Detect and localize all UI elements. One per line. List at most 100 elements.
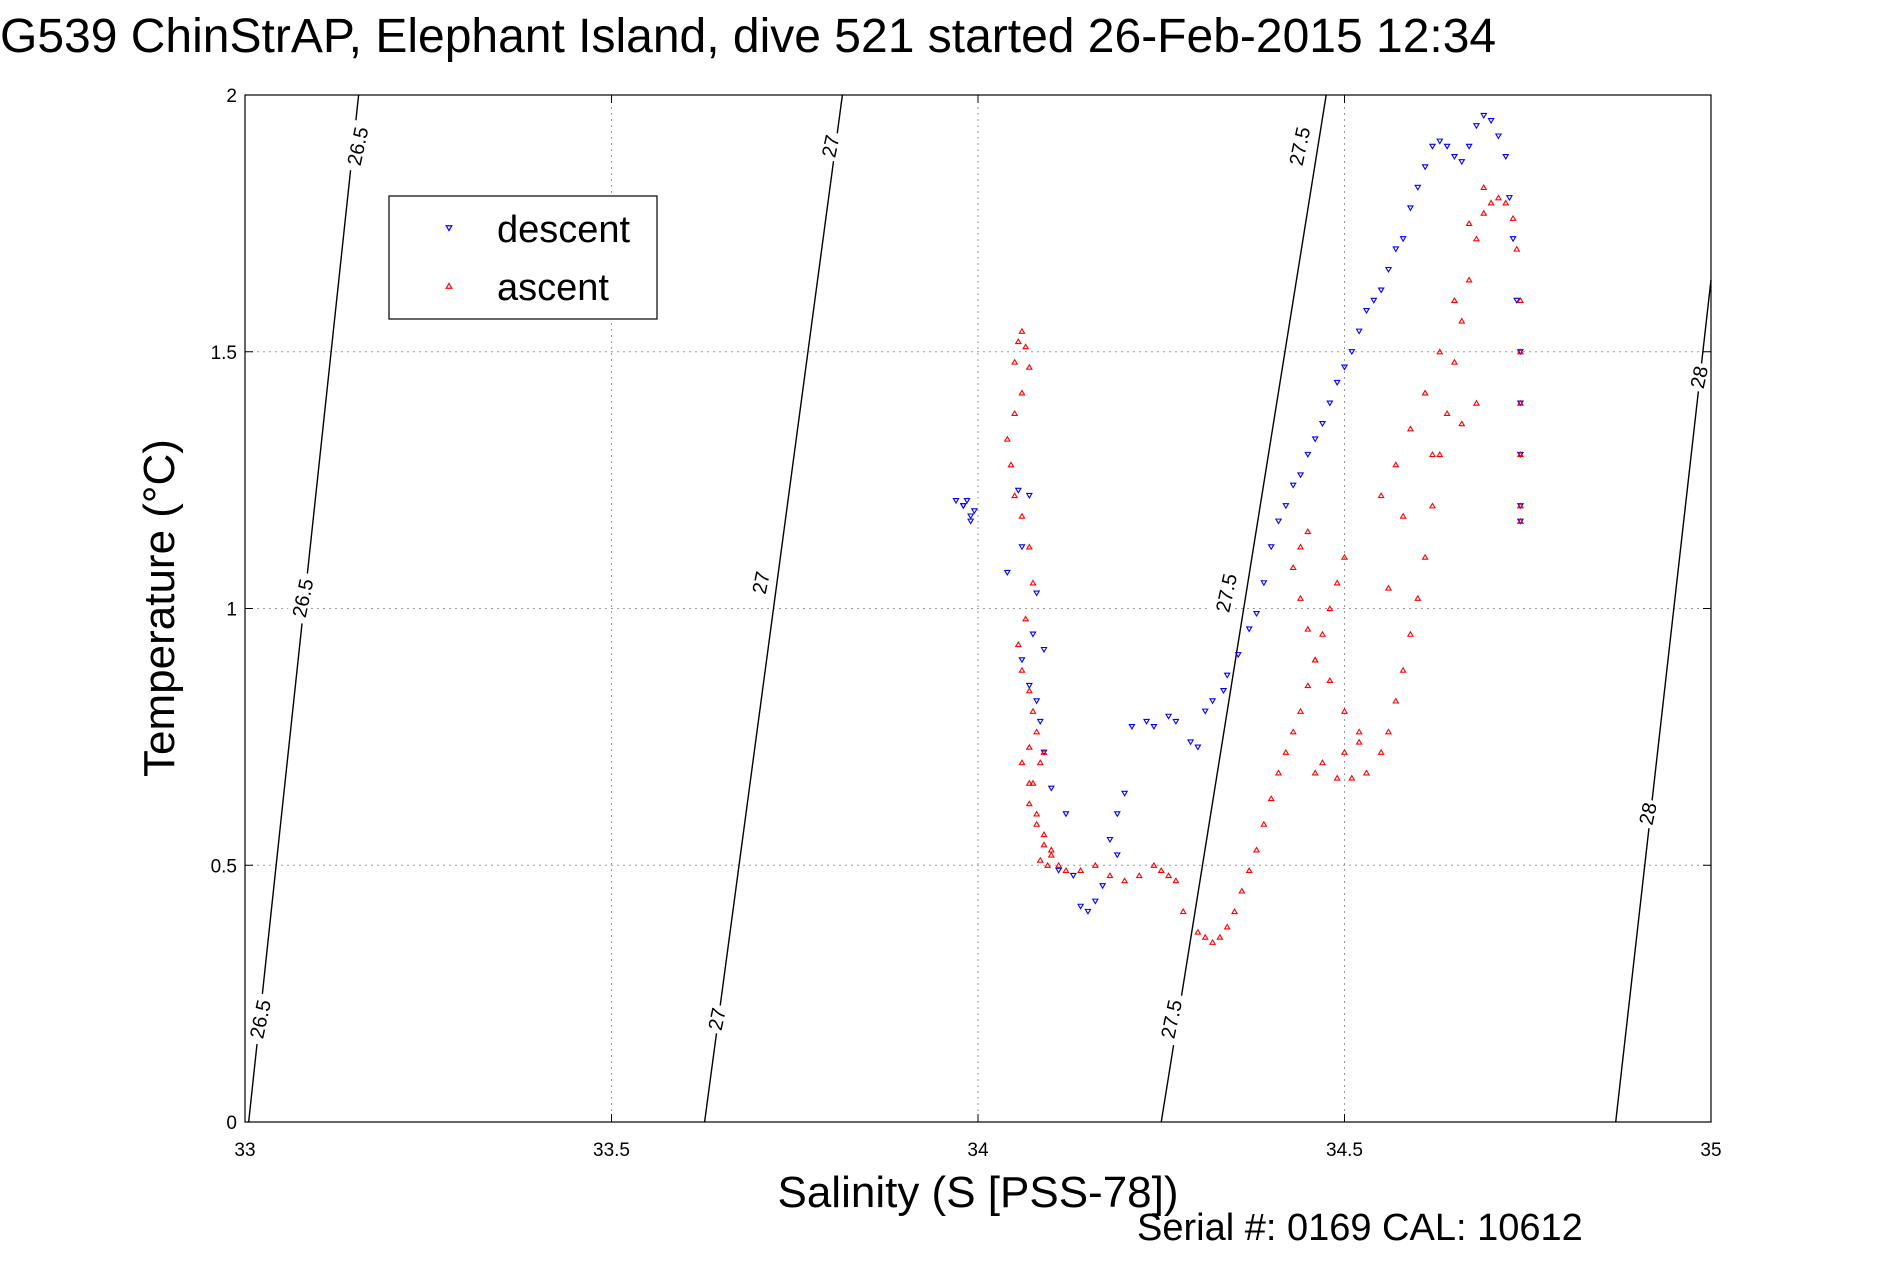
contour-label-background <box>815 129 844 162</box>
descent-point <box>1252 611 1261 618</box>
descent-point <box>1326 400 1334 407</box>
ascent-point <box>1348 774 1356 781</box>
ascent-point <box>1121 877 1129 884</box>
descent-point <box>1062 811 1070 818</box>
descent-point <box>1106 836 1114 843</box>
ascent-point <box>1018 389 1026 396</box>
ascent-point <box>1018 327 1026 334</box>
contour-label-background <box>1154 992 1187 1046</box>
descent-point <box>1458 159 1466 166</box>
contour-label-group: 28 <box>1684 361 1713 393</box>
contour-label-group: 28 <box>1633 797 1662 830</box>
contour-label-background <box>1282 119 1315 173</box>
contour-label-background <box>243 992 276 1046</box>
descent-point <box>1234 652 1242 659</box>
ascent-point <box>1007 461 1015 468</box>
descent-point <box>1421 164 1429 171</box>
ascent-point <box>1025 743 1033 750</box>
ascent-point <box>1025 687 1033 694</box>
ascent-point <box>1201 933 1209 940</box>
descent-point <box>1362 308 1371 315</box>
contour-label: 27 <box>749 570 775 596</box>
descent-point <box>1018 544 1026 551</box>
descent-point <box>1494 133 1502 140</box>
ascent-point <box>1421 553 1429 560</box>
ascent-point <box>1150 861 1158 868</box>
contour-label-background <box>702 1002 730 1035</box>
descent-point <box>1289 482 1297 489</box>
descent-point <box>1370 297 1378 304</box>
ascent-point <box>1025 543 1033 550</box>
y-tick-label: 0 <box>226 1113 237 1134</box>
descent-point <box>1025 682 1033 689</box>
descent-point <box>1377 287 1385 294</box>
ascent-point <box>1436 451 1444 458</box>
ascent-point <box>1355 728 1363 735</box>
ascent-point <box>1414 594 1422 601</box>
y-tick-label: 1 <box>226 600 237 621</box>
ascent-point <box>1011 358 1019 365</box>
ascent-point <box>1029 707 1037 714</box>
ascent-point <box>1502 199 1510 206</box>
descent-point <box>1245 626 1253 633</box>
ascent-point <box>1044 861 1052 868</box>
grid-lines <box>245 95 1711 1122</box>
ascent-point <box>1516 502 1524 509</box>
ascent-point <box>1384 728 1393 735</box>
descent-point <box>1513 297 1521 304</box>
descent-point <box>967 513 975 520</box>
descent-point <box>1465 143 1473 150</box>
contour-label-background <box>340 119 373 173</box>
descent-point <box>1399 236 1407 243</box>
ascent-point <box>1406 425 1415 432</box>
descent-point <box>1505 195 1513 202</box>
ascent-point <box>1179 908 1187 915</box>
legend-label-ascent: ascent <box>497 267 609 309</box>
ascent-point <box>1022 615 1030 622</box>
descent-point <box>1033 698 1041 705</box>
descent-point <box>1428 143 1437 150</box>
descent-point <box>1443 143 1451 150</box>
contour-label: 27 <box>818 133 844 159</box>
ascent-point <box>1018 759 1026 766</box>
ascent-point <box>1033 820 1041 827</box>
ascent-point <box>1487 199 1495 206</box>
x-tick-label: 35 <box>1700 1140 1721 1161</box>
legend-label-descent: descent <box>497 209 631 251</box>
ascent-point <box>1399 666 1407 673</box>
x-tick-label: 34.5 <box>1326 1140 1363 1161</box>
descent-point <box>1296 472 1305 479</box>
ascent-point <box>1091 861 1099 868</box>
descent-point <box>1355 328 1363 335</box>
ascent-point <box>1304 528 1312 535</box>
ascent-point <box>1040 841 1048 848</box>
data-series <box>952 112 1524 945</box>
legend: descent ascent <box>388 195 658 320</box>
descent-point <box>1047 785 1055 792</box>
descent-point <box>1274 518 1283 525</box>
ascent-point <box>1289 728 1297 735</box>
ascent-point <box>1494 194 1502 201</box>
contour-label-group: 27.5 <box>1209 565 1242 620</box>
ascent-point <box>1216 933 1224 940</box>
descent-point <box>1091 898 1099 905</box>
ascent-point <box>1040 831 1048 838</box>
ascent-point <box>1399 512 1407 519</box>
descent-point <box>1282 503 1290 510</box>
ascent-point <box>1062 866 1070 874</box>
descent-point <box>1406 205 1415 212</box>
descent-point <box>1223 672 1231 679</box>
descent-point <box>1340 364 1349 371</box>
contour-label-background <box>1209 565 1242 620</box>
ascent-point <box>1392 461 1400 468</box>
ascent-point <box>1472 235 1481 242</box>
ascent-point <box>1516 451 1524 458</box>
ascent-point <box>1029 579 1037 586</box>
descent-point <box>1172 718 1180 725</box>
y-axis-label: Temperature (°C) <box>135 439 184 777</box>
x-axis-label: Salinity (S [PSS-78]) <box>777 1168 1178 1217</box>
ascent-point <box>1289 563 1297 571</box>
y-tick-label: 0.5 <box>211 856 237 877</box>
